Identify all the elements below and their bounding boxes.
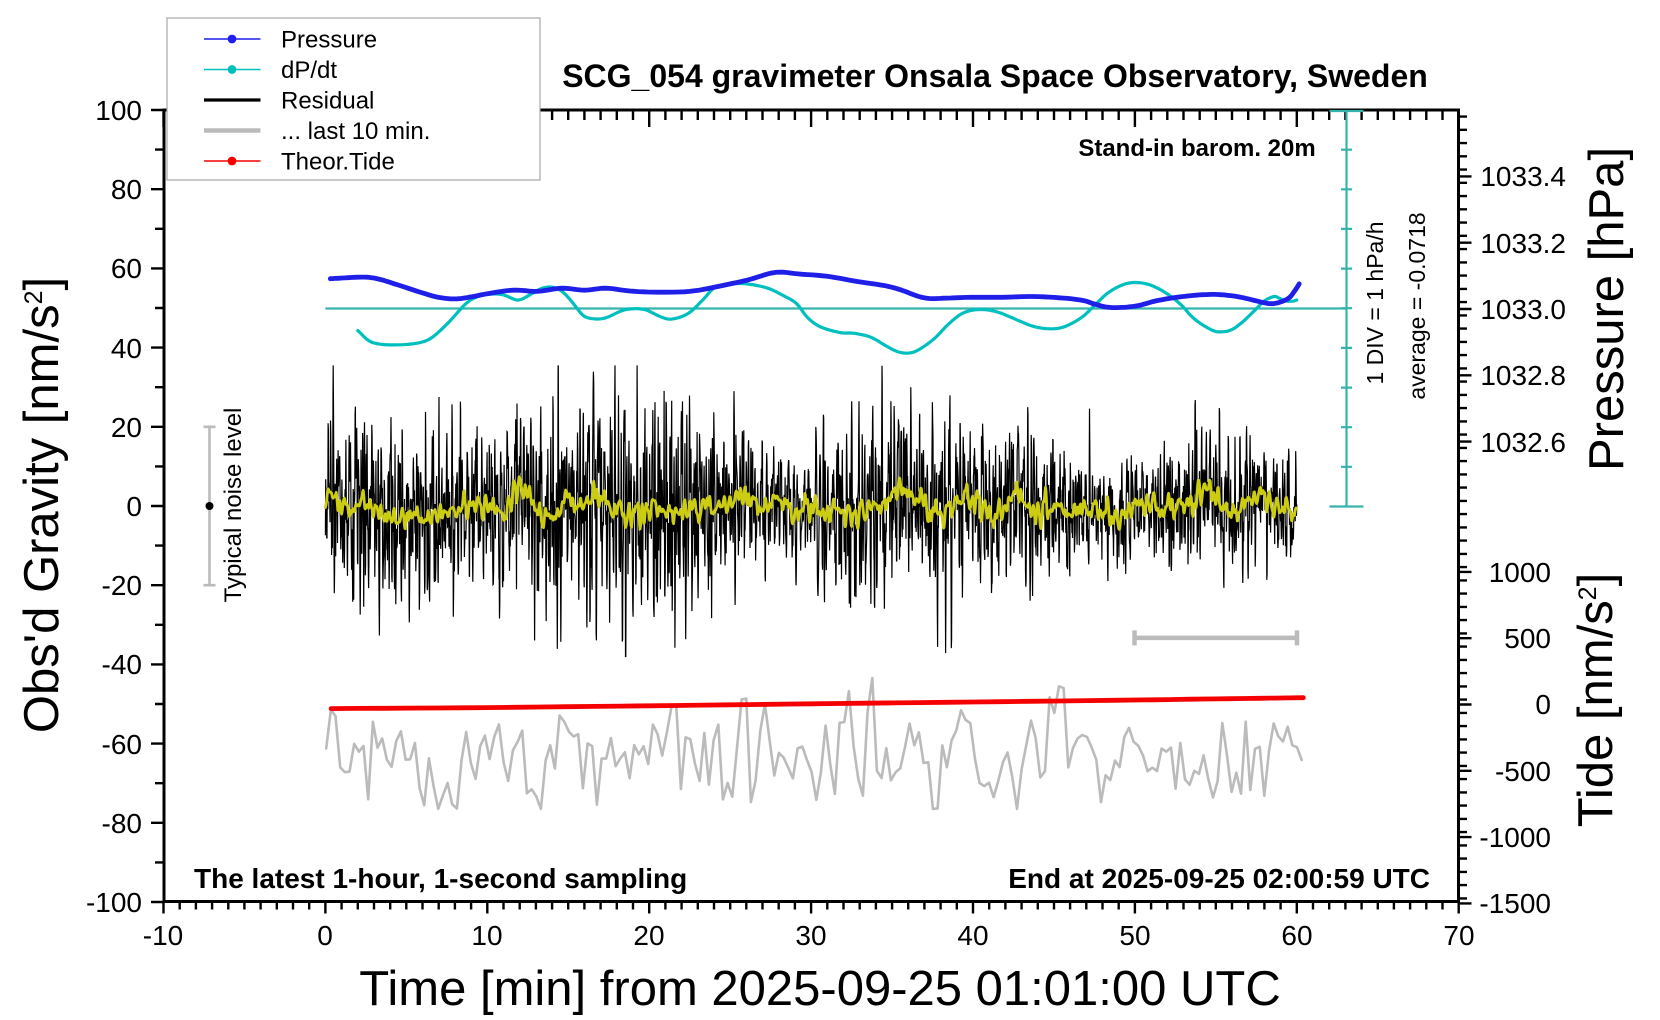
svg-text:1033.0: 1033.0 — [1480, 294, 1566, 325]
svg-text:The latest 1-hour, 1-second sa: The latest 1-hour, 1-second sampling — [194, 863, 687, 894]
svg-text:Pressure [hPa]: Pressure [hPa] — [1580, 147, 1634, 471]
svg-text:-80: -80 — [102, 808, 142, 839]
svg-text:0: 0 — [1535, 689, 1551, 720]
svg-text:Time [min] from 2025-09-25 01:: Time [min] from 2025-09-25 01:01:00 UTC — [359, 962, 1280, 1016]
svg-text:Tide [nm/s2]: Tide [nm/s2] — [1569, 573, 1623, 827]
svg-text:SCG_054 gravimeter Onsala Spac: SCG_054 gravimeter Onsala Space Observat… — [562, 58, 1428, 94]
svg-text:average = -0.0718: average = -0.0718 — [1404, 212, 1430, 399]
svg-text:-60: -60 — [102, 729, 142, 760]
svg-text:20: 20 — [633, 920, 664, 951]
svg-text:dP/dt: dP/dt — [281, 57, 337, 84]
svg-text:Obs'd Gravity [nm/s2]: Obs'd Gravity [nm/s2] — [15, 277, 69, 733]
svg-text:80: 80 — [111, 174, 142, 205]
svg-text:60: 60 — [111, 253, 142, 284]
svg-text:Typical noise level: Typical noise level — [220, 408, 247, 603]
svg-text:1033.4: 1033.4 — [1480, 161, 1566, 192]
svg-text:1000: 1000 — [1489, 557, 1551, 588]
svg-text:40: 40 — [111, 333, 142, 364]
svg-text:Stand-in barom. 20m: Stand-in barom. 20m — [1078, 135, 1315, 162]
svg-text:Residual: Residual — [281, 88, 374, 115]
svg-text:10: 10 — [471, 920, 502, 951]
svg-text:-40: -40 — [102, 649, 142, 680]
svg-text:Theor.Tide: Theor.Tide — [281, 149, 395, 176]
svg-text:0: 0 — [317, 920, 333, 951]
svg-text:100: 100 — [95, 95, 142, 126]
svg-text:500: 500 — [1504, 623, 1551, 654]
svg-text:30: 30 — [795, 920, 826, 951]
svg-text:-20: -20 — [102, 570, 142, 601]
svg-text:-1000: -1000 — [1479, 822, 1551, 853]
svg-text:40: 40 — [957, 920, 988, 951]
svg-text:... last 10 min.: ... last 10 min. — [281, 118, 430, 145]
svg-text:60: 60 — [1281, 920, 1312, 951]
svg-text:70: 70 — [1443, 920, 1474, 951]
svg-text:End at 2025-09-25 02:00:59 UTC: End at 2025-09-25 02:00:59 UTC — [1008, 863, 1430, 894]
svg-text:1032.8: 1032.8 — [1480, 360, 1566, 391]
svg-text:-500: -500 — [1495, 756, 1551, 787]
svg-text:0: 0 — [126, 491, 142, 522]
svg-text:20: 20 — [111, 412, 142, 443]
svg-text:-100: -100 — [86, 887, 142, 918]
svg-text:-10: -10 — [143, 920, 183, 951]
svg-text:-1500: -1500 — [1479, 888, 1551, 919]
svg-text:1032.6: 1032.6 — [1480, 427, 1566, 458]
svg-text:50: 50 — [1119, 920, 1150, 951]
svg-text:1033.2: 1033.2 — [1480, 228, 1566, 259]
svg-text:1 DIV = 1 hPa/h: 1 DIV = 1 hPa/h — [1362, 221, 1388, 384]
svg-text:Pressure: Pressure — [281, 27, 377, 54]
